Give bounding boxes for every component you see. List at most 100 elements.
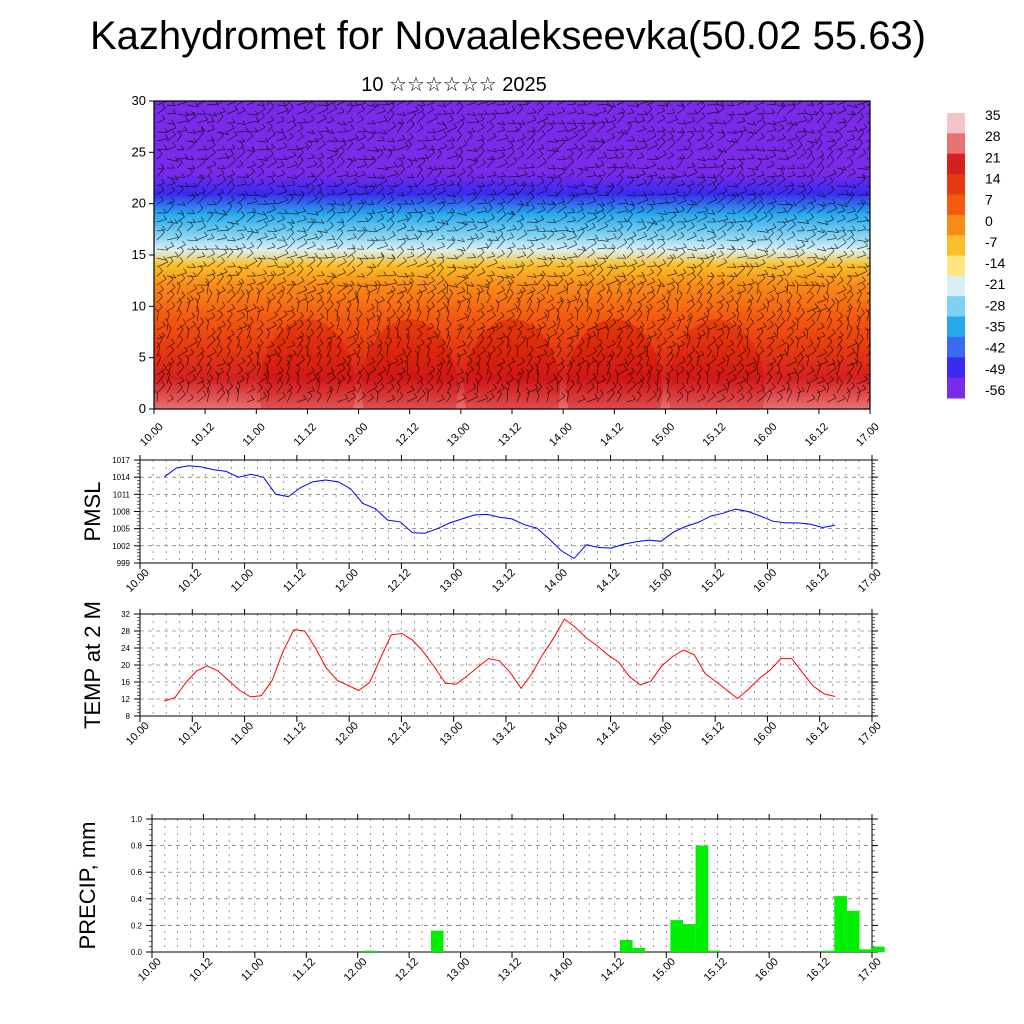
wind-barb-flag <box>708 291 713 296</box>
wind-barb-flag <box>156 342 161 347</box>
wind-barb <box>776 375 783 385</box>
wind-barb <box>356 231 366 241</box>
wind-barb <box>316 323 322 331</box>
wind-barb-flag <box>663 337 667 342</box>
wind-barb <box>826 208 838 214</box>
wind-barb-flag <box>743 126 747 131</box>
wind-barb <box>406 396 418 403</box>
wind-barb-flag <box>518 122 522 127</box>
wind-barb <box>336 318 340 331</box>
wind-barb-flag <box>758 157 763 163</box>
wind-barb <box>236 325 248 331</box>
wind-barb <box>406 324 413 331</box>
wind-barb-flag <box>675 207 679 213</box>
wind-barb <box>836 280 844 286</box>
wind-barb-flag <box>702 393 706 399</box>
wind-barb-flag <box>159 292 163 297</box>
wind-barb <box>546 233 555 241</box>
wind-barb <box>646 207 654 214</box>
wind-barb <box>326 311 329 322</box>
wind-barb <box>676 131 685 133</box>
wind-barb <box>676 285 679 295</box>
wind-barb-flag <box>331 281 335 287</box>
wind-barb <box>316 235 323 241</box>
wind-barb <box>476 290 484 295</box>
wind-barb-flag <box>352 225 357 231</box>
wind-barb-flag <box>396 316 401 321</box>
wind-barb <box>236 246 246 250</box>
wind-barb-flag <box>201 126 205 131</box>
wind-barb-flag <box>480 334 484 339</box>
wind-barb-flag <box>555 147 559 152</box>
wind-barb-flag <box>678 290 683 295</box>
wind-barb-flag <box>691 300 695 305</box>
wind-barb <box>676 226 686 232</box>
wind-barb-flag <box>780 102 784 107</box>
wind-barb-flag <box>203 145 207 150</box>
wind-barb-flag <box>172 130 176 136</box>
wind-barb <box>316 329 324 340</box>
wind-barb <box>346 311 351 322</box>
wind-barb <box>366 284 378 286</box>
wind-barb-flag <box>857 386 861 392</box>
wind-barb <box>766 175 777 178</box>
wind-barb <box>616 349 623 358</box>
wind-barb-flag <box>161 227 165 233</box>
wind-barb <box>606 149 618 152</box>
wind-barb-flag <box>649 303 653 308</box>
wind-barb-flag <box>742 281 747 286</box>
wind-barb-flag <box>372 263 376 268</box>
wind-barb <box>496 129 506 133</box>
wind-barb <box>386 113 395 124</box>
x-tick-label: 13.12 <box>496 421 524 449</box>
wind-barb <box>586 185 598 189</box>
wind-barb-flag <box>432 195 437 200</box>
wind-barb-flag <box>341 221 345 226</box>
wind-barb-flag <box>199 204 204 209</box>
wind-barb <box>276 158 287 161</box>
wind-barb-flag <box>391 394 396 400</box>
wind-barb <box>806 331 809 340</box>
wind-barb <box>326 171 337 178</box>
wind-barb-flag <box>562 202 567 208</box>
wind-barb <box>516 184 527 187</box>
wind-barb <box>346 367 351 376</box>
wind-barb-flag <box>518 328 523 334</box>
wind-barb-flag <box>675 281 679 287</box>
wind-barb-flag <box>468 292 472 297</box>
wind-barb-flag <box>802 171 807 176</box>
wind-barb-flag <box>651 321 656 326</box>
wind-barb-flag <box>311 97 314 101</box>
wind-barb-flag <box>283 310 288 315</box>
wind-barb <box>176 312 182 322</box>
wind-barb-flag <box>651 217 655 223</box>
wind-barb-flag <box>401 134 406 140</box>
wind-barb <box>826 180 834 187</box>
wind-barb <box>356 158 368 160</box>
wind-barb-flag <box>419 329 423 335</box>
wind-barb-flag <box>839 148 843 153</box>
wind-barb-flag <box>814 303 819 308</box>
wind-barb <box>706 276 715 286</box>
wind-barb-flag <box>681 248 686 253</box>
wind-barb-flag <box>319 365 323 370</box>
wind-barb-flag <box>613 382 617 387</box>
wind-barb <box>326 193 335 196</box>
wind-barb <box>576 192 588 196</box>
wind-barb <box>606 364 611 376</box>
wind-barb <box>436 134 447 142</box>
wind-barb <box>506 214 515 223</box>
heatmap-frame <box>153 100 871 410</box>
wind-barb <box>546 167 556 170</box>
wind-barb-flag <box>284 249 289 254</box>
wind-barb-flag <box>681 154 686 159</box>
wind-barb-flag <box>651 277 656 283</box>
wind-barb <box>866 331 869 340</box>
wind-barb <box>216 261 225 268</box>
wind-barb-flag <box>864 241 868 247</box>
wind-barb-flag <box>670 365 674 370</box>
wind-barb <box>206 276 216 286</box>
wind-barb <box>746 374 749 385</box>
wind-barb-flag <box>628 220 633 225</box>
wind-barb-flag <box>206 378 211 384</box>
